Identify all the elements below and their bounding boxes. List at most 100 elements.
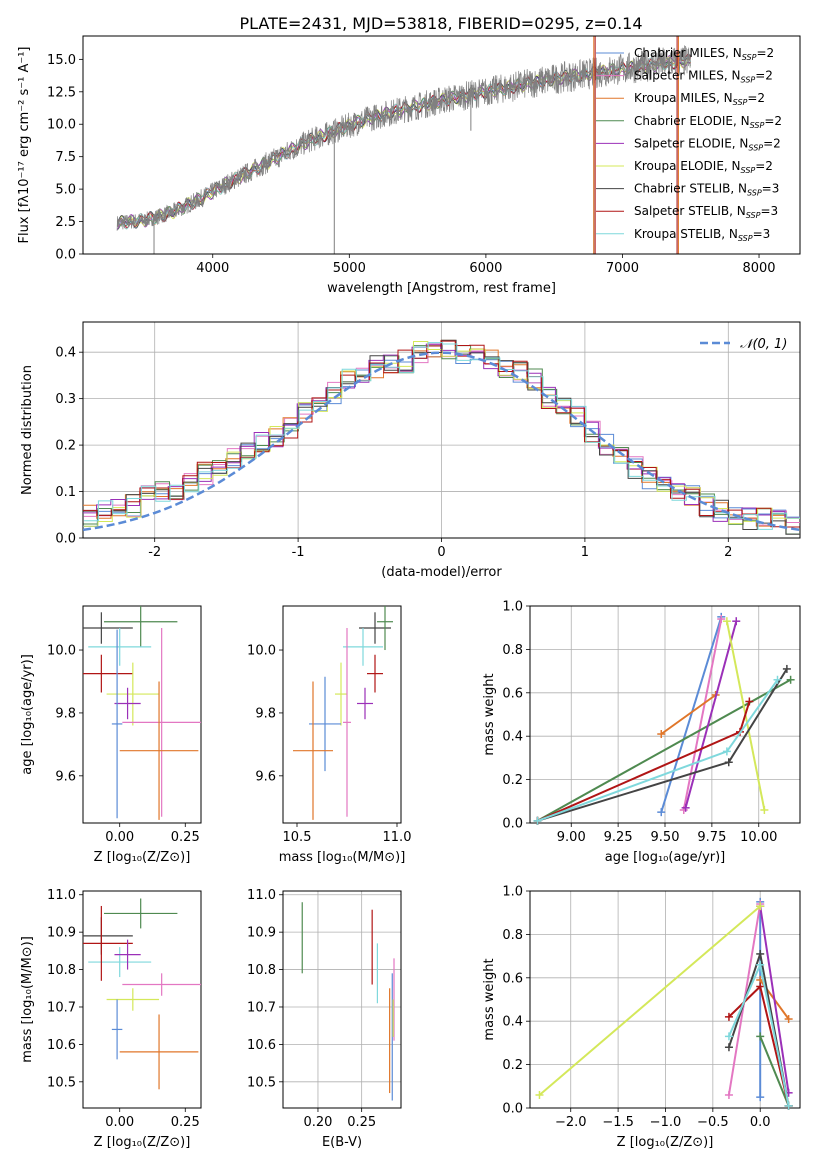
residuals-plot-area — [83, 339, 800, 535]
x-axis-label: (data-model)/error — [381, 565, 502, 580]
x-tick-label: 10.5 — [283, 830, 312, 845]
x-axis-label: Z [log₁₀(Z/Z⊙)] — [617, 1135, 714, 1150]
age-vs-Z-plot-area — [83, 606, 201, 820]
legend-subscript: SSP — [741, 76, 756, 85]
spectrum-panel: 4000 5000 6000 7000 8000 0.0 2.5 5.0 7.5 10.0 12.5… — [17, 35, 801, 296]
y-axis-label: Flux [fλ10⁻¹⁷ erg cm⁻² s⁻¹ A⁻¹] — [17, 47, 32, 244]
y-tick-label: 1.0 — [502, 885, 523, 900]
axes-frame — [282, 605, 402, 824]
legend-suffix: =2 — [747, 91, 765, 105]
y-tick-label: 2.5 — [55, 215, 76, 230]
y-tick-label: 10.6 — [47, 1038, 76, 1053]
x-axis-label: wavelength [Angstrom, rest frame] — [327, 281, 556, 296]
x-tick-label: 0.25 — [347, 1115, 376, 1130]
y-tick-label: 11.0 — [247, 888, 276, 903]
legend-suffix: =3 — [762, 182, 780, 196]
x-tick-label: 8000 — [742, 261, 775, 276]
age-vs-Z-panel: 0.00 0.25 9.6 9.8 10.0 Z [log₁₀(Z/Z⊙)] age [lo… — [20, 605, 202, 865]
weight-line — [684, 620, 738, 809]
x-tick-label: 9.25 — [604, 830, 633, 845]
legend-label: Salpeter ELODIE, NSSP=2 — [634, 136, 781, 152]
y-tick-label: 0.1 — [55, 485, 76, 500]
axes-frame — [529, 605, 801, 824]
y-tick-label: 0.4 — [55, 346, 76, 361]
y-tick-label: 0.6 — [502, 686, 523, 701]
legend-suffix: =2 — [764, 114, 782, 128]
legend-suffix: =2 — [756, 46, 774, 60]
x-tick-label: −1.0 — [650, 1115, 682, 1130]
y-tick-label: 9.8 — [255, 706, 276, 721]
residuals-panel: -2 -1 0 1 2 0.0 0.1 0.2 0.3 0.4 (data-model)/error… — [20, 321, 801, 580]
spectrum-plot-area — [116, 36, 692, 254]
legend-subscript: SSP — [738, 234, 753, 243]
observed-spectrum-line — [116, 45, 692, 231]
mass-vs-ebv-plot-area — [301, 902, 395, 1101]
y-tick-label: 0.4 — [502, 730, 523, 745]
y-axis-label: mass weight — [482, 673, 497, 755]
x-tick-label: 10.00 — [740, 830, 777, 845]
legend-subscript: SSP — [742, 53, 757, 62]
legend-subscript: SSP — [741, 166, 756, 175]
weight-vs-age-plot-area — [533, 612, 795, 825]
legend-subscript: SSP — [750, 121, 765, 130]
y-axis-label: mass [log₁₀(M/M⊙)] — [20, 936, 35, 1063]
y-tick-label: 9.6 — [255, 769, 276, 784]
axes-frame — [282, 890, 402, 1109]
y-tick-label: 10.5 — [47, 1075, 76, 1090]
weight-line — [759, 1036, 790, 1107]
y-tick-label: 0.3 — [55, 392, 76, 407]
axes-frame — [529, 890, 801, 1109]
legend-subscript: SSP — [748, 143, 763, 152]
x-tick-label: 2 — [724, 545, 732, 560]
legend-label: Chabrier MILES, NSSP=2 — [634, 46, 774, 62]
figure-title: PLATE=2431, MJD=53818, FIBERID=0295, z=0… — [239, 14, 642, 33]
residual-histogram — [83, 340, 800, 528]
x-tick-label: 11.0 — [383, 830, 412, 845]
x-tick-label: 4000 — [196, 261, 229, 276]
weight-line — [660, 694, 717, 735]
y-tick-label: 10.9 — [47, 926, 76, 941]
x-tick-label: −0.5 — [697, 1115, 729, 1130]
weight-vs-Z-plot-area — [535, 897, 793, 1110]
x-axis-label: Z [log₁₀(Z/Z⊙)] — [94, 850, 191, 865]
legend-label: 𝒩(0, 1) — [740, 337, 787, 352]
residual-histogram — [84, 342, 800, 530]
legend-suffix: =3 — [753, 227, 771, 241]
y-tick-label: 0.8 — [502, 643, 523, 658]
y-tick-label: 7.5 — [55, 150, 76, 165]
x-tick-label: 0.25 — [171, 1115, 200, 1130]
axes-frame — [82, 321, 801, 539]
y-tick-label: 0.0 — [55, 248, 76, 263]
legend-subscript: SSP — [733, 98, 748, 107]
y-tick-label: 11.0 — [47, 888, 76, 903]
legend-label: Salpeter STELIB, NSSP=3 — [634, 204, 778, 220]
legend-suffix: =2 — [763, 136, 781, 150]
x-tick-label: 9.75 — [697, 830, 726, 845]
y-axis-label: Normed distribution — [20, 365, 35, 495]
x-tick-label: 0.00 — [105, 1115, 134, 1130]
axes-frame — [82, 35, 801, 255]
legend-suffix: =2 — [755, 159, 773, 173]
x-tick-label: 0.20 — [303, 1115, 332, 1130]
y-tick-label: 1.0 — [502, 600, 523, 615]
x-axis-label: E(B-V) — [322, 1135, 362, 1150]
y-tick-label: 10.8 — [47, 963, 76, 978]
y-tick-label: 0.0 — [502, 817, 523, 832]
legend-label: Chabrier STELIB, NSSP=3 — [634, 182, 779, 198]
age-vs-mass-plot-area — [293, 606, 393, 820]
x-axis-label: mass [log₁₀(M/M⊙)] — [279, 850, 406, 865]
y-tick-label: 0.0 — [502, 1102, 523, 1117]
y-tick-label: 0.2 — [502, 773, 523, 788]
y-tick-label: 0.4 — [502, 1015, 523, 1030]
y-tick-label: 0.2 — [502, 1058, 523, 1073]
weight-vs-Z-panel: −2.0 −1.5 −1.0 −0.5 0.0 0.0 0.2 0.4 0.6 0.8 1.0 Z [… — [482, 885, 801, 1150]
normal-reference-curve — [83, 351, 800, 532]
legend-subscript: SSP — [747, 189, 762, 198]
legend-subscript: SSP — [746, 211, 761, 220]
x-tick-label: 9.00 — [557, 830, 586, 845]
weight-line — [759, 906, 790, 1093]
y-tick-label: 10.0 — [47, 118, 76, 133]
y-tick-label: 0.2 — [55, 439, 76, 454]
